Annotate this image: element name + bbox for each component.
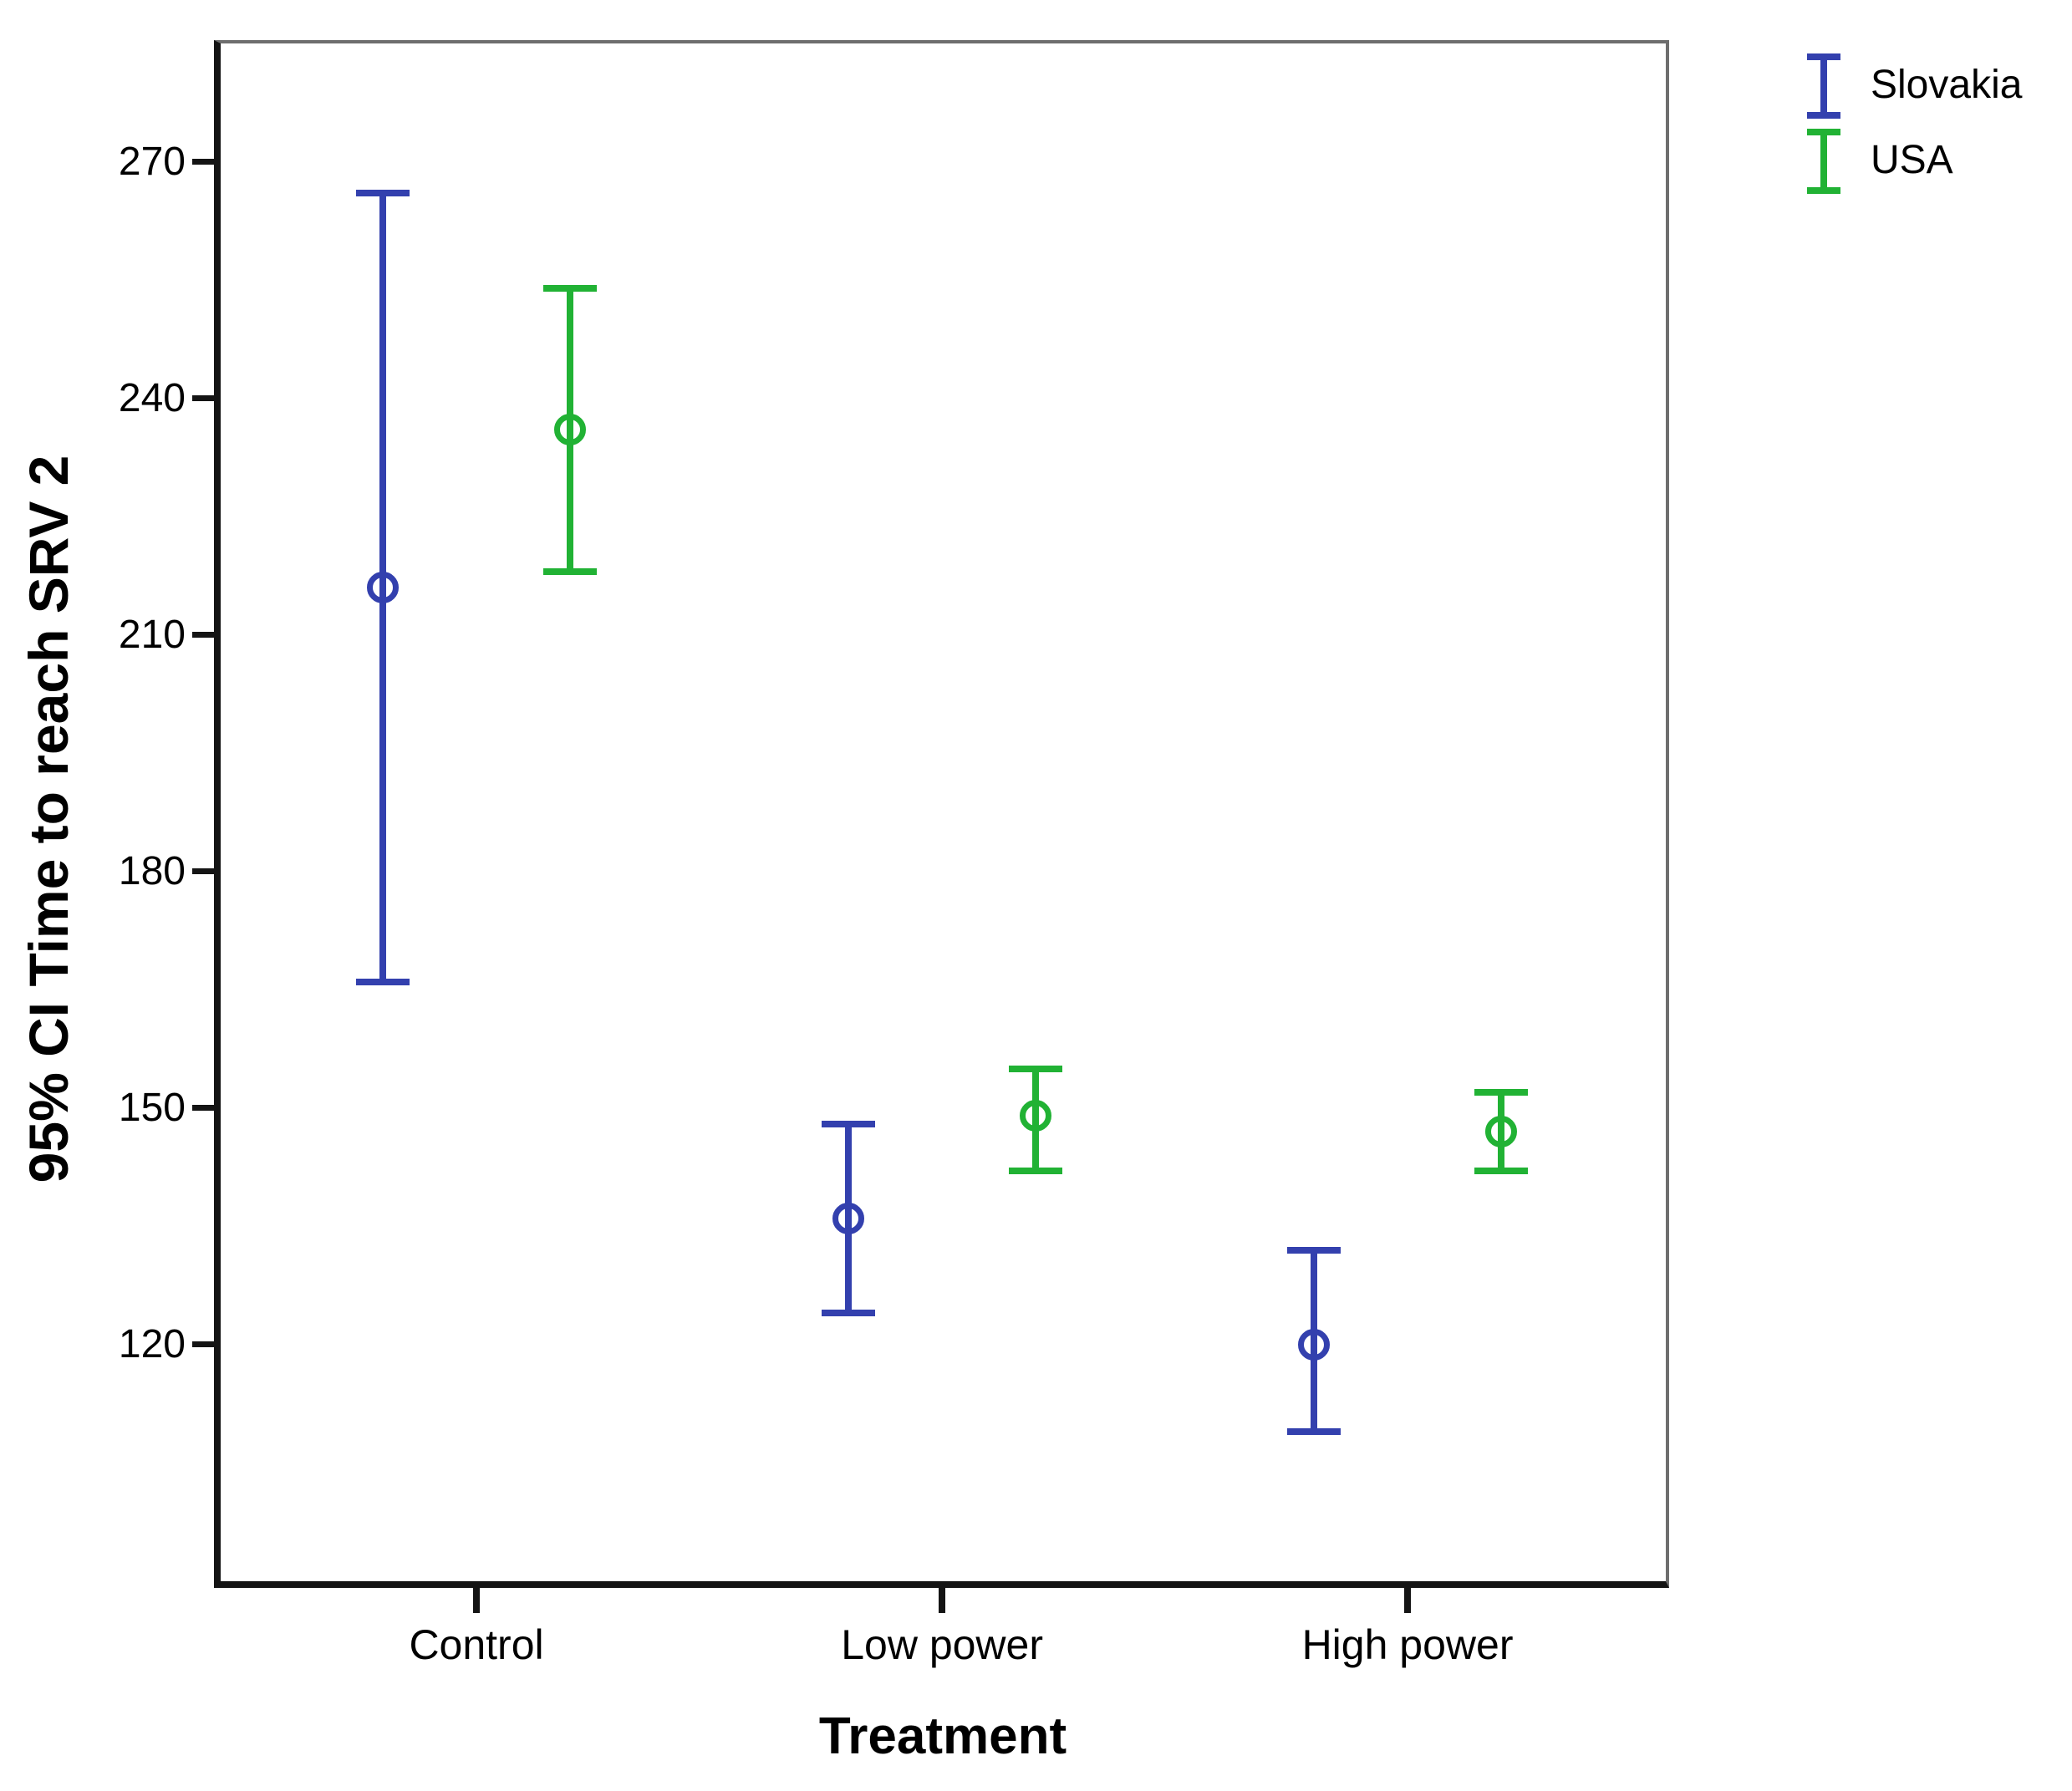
- legend-label-slovakia: Slovakia: [1871, 63, 2023, 107]
- errorbar-usa-low-power-cap-top: [1009, 1065, 1063, 1072]
- x-tick-mark-high-power: [1404, 1588, 1412, 1613]
- errorbar-slovakia-high-power-mean-marker: [1297, 1328, 1330, 1361]
- x-category-label-control: Control: [409, 1621, 544, 1668]
- y-tick-mark-240: [192, 395, 214, 402]
- y-tick-mark-180: [192, 868, 214, 875]
- legend: Slovakia USA: [1797, 42, 2072, 209]
- y-tick-label-270: 270: [118, 139, 186, 184]
- x-category-label-low-power: Low power: [841, 1621, 1043, 1668]
- x-tick-mark-low-power: [939, 1588, 946, 1613]
- errorbar-usa-high-power-cap-bottom: [1474, 1168, 1529, 1175]
- slovakia-errorbar-icon: [1807, 53, 1840, 119]
- x-category-label-high-power: High power: [1301, 1621, 1514, 1668]
- y-tick-label-240: 240: [118, 375, 186, 420]
- errorbar-slovakia-high-power-cap-bottom: [1286, 1427, 1341, 1435]
- errorbar-usa-control-cap-bottom: [543, 568, 598, 576]
- errorbar-slovakia-high-power-cap-top: [1286, 1246, 1341, 1254]
- errorbar-slovakia-low-power-mean-marker: [832, 1202, 865, 1234]
- legend-label-usa: USA: [1871, 138, 1953, 182]
- y-tick-label-210: 210: [118, 612, 186, 657]
- errorbar-usa-control-cap-top: [543, 284, 598, 292]
- plot-area: [214, 40, 1669, 1588]
- errorbar-usa-low-power-cap-bottom: [1009, 1168, 1063, 1175]
- y-tick-label-120: 120: [118, 1321, 186, 1366]
- errorbar-usa-high-power-mean-marker: [1485, 1116, 1518, 1148]
- usa-errorbar-icon: [1807, 129, 1840, 194]
- errorbar-usa-control-mean-marker: [554, 414, 587, 446]
- errorbar-usa-low-power-mean-marker: [1020, 1100, 1052, 1132]
- y-tick-mark-120: [192, 1341, 214, 1348]
- errorbar-slovakia-low-power-cap-bottom: [822, 1310, 876, 1317]
- y-tick-mark-150: [192, 1105, 214, 1112]
- y-tick-mark-210: [192, 632, 214, 639]
- x-tick-mark-control: [473, 1588, 481, 1613]
- x-axis-title: Treatment: [818, 1707, 1067, 1765]
- y-tick-label-180: 180: [118, 848, 186, 893]
- errorbar-usa-high-power-cap-top: [1474, 1088, 1529, 1096]
- errorbar-slovakia-low-power-cap-top: [822, 1120, 876, 1127]
- y-tick-label-150: 150: [118, 1085, 186, 1130]
- y-tick-mark-270: [192, 159, 214, 165]
- errorbar-slovakia-control-cap-bottom: [355, 978, 410, 985]
- errorbar-slovakia-control-mean-marker: [366, 572, 399, 604]
- errorbar-slovakia-control-cap-top: [355, 190, 410, 197]
